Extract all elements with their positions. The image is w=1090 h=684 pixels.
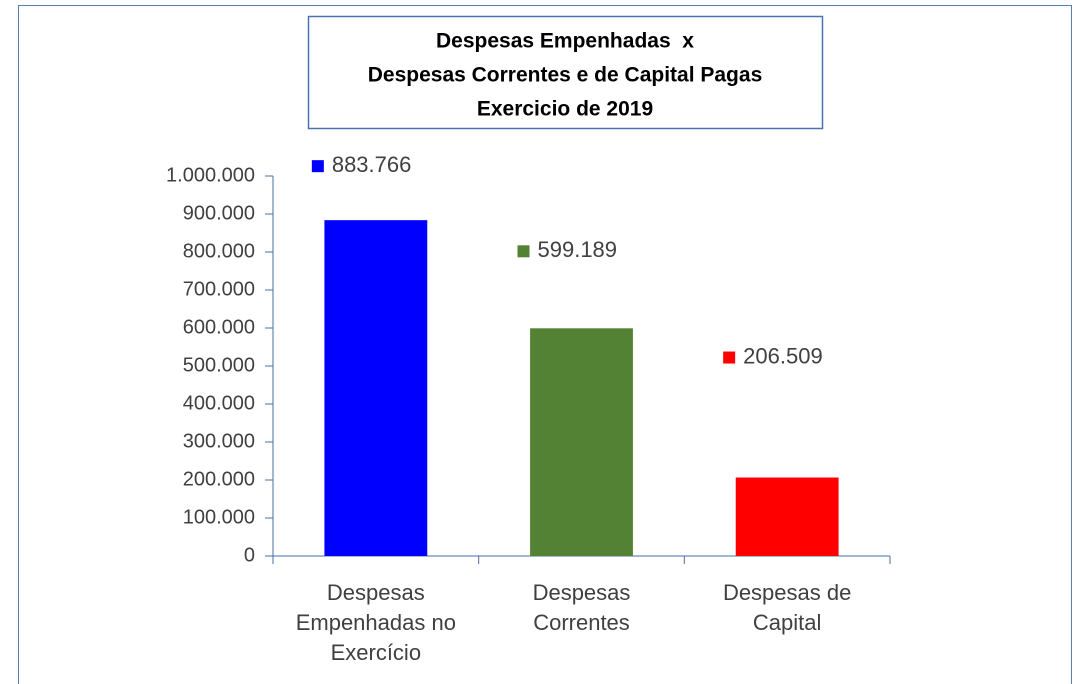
data-label: 206.509 [743,343,823,368]
y-tick-label: 400.000 [183,392,255,414]
y-tick-label: 200.000 [183,468,255,490]
y-tick-label: 100.000 [183,506,255,528]
data-label: 599.189 [538,237,618,262]
y-tick-label: 500.000 [183,354,255,376]
y-tick-label: 600.000 [183,316,255,338]
data-label: 883.766 [332,152,412,177]
data-label-key [311,160,324,173]
data-label-key [723,351,736,364]
y-tick-label: 300.000 [183,430,255,452]
y-tick-label: 1.000.000 [166,164,255,186]
bar [735,477,839,556]
chart-frame [18,5,1072,684]
x-tick-label: Despesas Empenhadas no Exercício [295,580,456,665]
x-tick-label: Despesas de Capital [722,580,852,635]
bar [530,328,633,556]
chart-title: Despesas Empenhadas x [436,30,694,53]
y-tick-label: 700.000 [183,278,255,300]
chart-title: Despesas Correntes e de Capital Pagas [368,64,763,87]
y-tick-label: 800.000 [183,240,255,262]
bar [324,220,428,556]
title-box [307,15,824,130]
x-tick-label: Despesas Correntes [532,580,631,635]
y-tick-label: 0 [244,544,255,566]
y-tick-label: 900.000 [183,202,255,224]
data-label-key [517,245,530,258]
chart-title: Exercicio de 2019 [477,98,653,121]
